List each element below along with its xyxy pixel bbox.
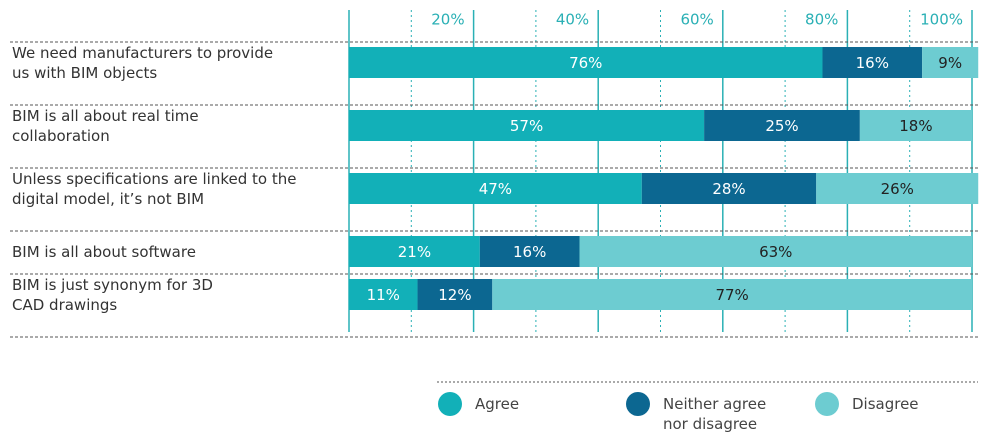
bar-segment xyxy=(349,110,705,141)
value-label: 63% xyxy=(759,243,792,261)
bar-segment xyxy=(349,173,642,204)
value-label: 11% xyxy=(367,286,400,304)
value-label: 25% xyxy=(765,117,798,135)
bar-segment xyxy=(349,47,823,78)
legend-label: Agree xyxy=(475,395,520,413)
legend-label: Disagree xyxy=(852,395,919,413)
category-label: BIM is all about real time collaboration xyxy=(12,106,199,145)
bar-segment xyxy=(816,173,979,204)
x-tick-label: 20% xyxy=(431,11,464,29)
category-label: Unless specifications are linked to the … xyxy=(12,169,297,208)
bar-segment xyxy=(579,236,972,267)
bar-segment xyxy=(479,236,580,267)
bar-segment xyxy=(822,47,923,78)
bar-segment xyxy=(922,47,979,78)
legend-swatch xyxy=(626,392,650,416)
value-label: 18% xyxy=(899,117,932,135)
category-label: BIM is all about software xyxy=(12,242,196,261)
legend-label: Neither agree nor disagree xyxy=(663,395,767,433)
bar-segment xyxy=(349,279,418,310)
bar-segment xyxy=(417,279,493,310)
value-label: 76% xyxy=(569,54,602,72)
value-label: 21% xyxy=(398,243,431,261)
value-label: 77% xyxy=(715,286,748,304)
bar-segment xyxy=(349,236,480,267)
value-label: 16% xyxy=(513,243,546,261)
x-tick-label: 80% xyxy=(805,11,838,29)
category-label: We need manufacturers to provide us with… xyxy=(12,43,274,82)
legend-swatch xyxy=(815,392,839,416)
value-label: 57% xyxy=(510,117,543,135)
value-label: 12% xyxy=(438,286,471,304)
bar-segment xyxy=(859,110,972,141)
value-label: 28% xyxy=(712,180,745,198)
value-label: 47% xyxy=(479,180,512,198)
value-label: 26% xyxy=(881,180,914,198)
x-tick-label: 40% xyxy=(556,11,589,29)
bar-segment xyxy=(704,110,860,141)
legend-swatch xyxy=(438,392,462,416)
value-label: 9% xyxy=(938,54,962,72)
x-tick-label: 100% xyxy=(920,11,963,29)
x-tick-label: 60% xyxy=(680,11,713,29)
bar-segment xyxy=(641,173,817,204)
value-label: 16% xyxy=(856,54,889,72)
bar-segment xyxy=(492,279,972,310)
category-label: BIM is just synonym for 3D CAD drawings xyxy=(12,275,213,314)
